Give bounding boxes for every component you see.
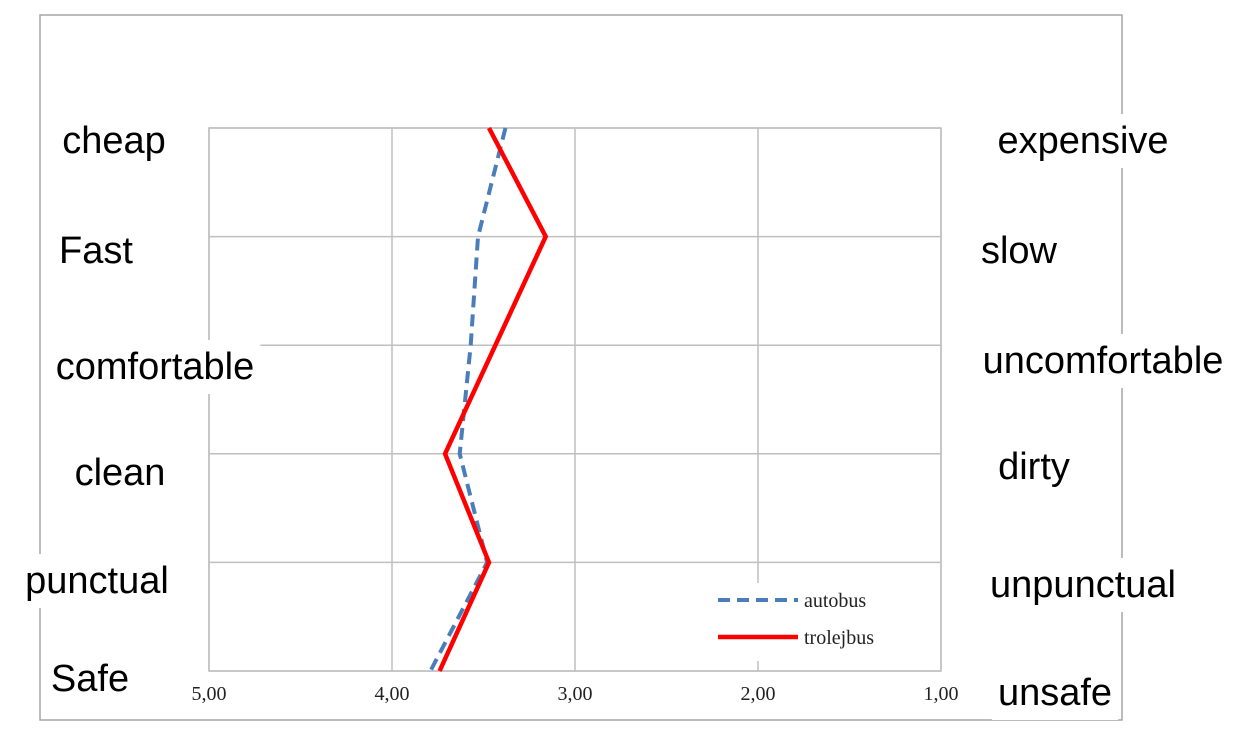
pole-labels: cheap Fast comfortable clean punctual Safe exp… [19, 114, 1230, 720]
x-tick-label: 3,00 [558, 683, 593, 705]
left-pole-label-bg [56, 114, 172, 168]
series-layer [428, 126, 549, 672]
legend: autobus trolejbus [708, 583, 918, 661]
left-pole-label: comfortable [56, 346, 255, 388]
left-pole-label-bg [44, 652, 136, 706]
left-pole-label: cheap [62, 120, 166, 162]
gridlines [208, 127, 942, 672]
right-pole-label-bg [976, 334, 1230, 388]
left-pole-label: punctual [25, 560, 169, 602]
series-trolejbus [437, 126, 549, 672]
x-tick-label: 5,00 [192, 683, 227, 705]
right-pole-label: dirty [998, 446, 1070, 488]
legend-label-autobus: autobus [804, 590, 866, 612]
left-pole-label-bg [19, 554, 175, 608]
left-pole-label: Safe [51, 658, 129, 700]
left-pole-label-bg [49, 340, 261, 394]
left-pole-label: Fast [59, 230, 133, 272]
series-line-autobus [428, 127, 508, 672]
x-tick-label: 1,00 [924, 683, 959, 705]
right-pole-label-bg [991, 114, 1175, 168]
x-tick-label: 2,00 [741, 683, 776, 705]
legend-box [708, 583, 918, 661]
right-pole-label: expensive [997, 120, 1168, 162]
x-tick-label: 4,00 [375, 683, 410, 705]
left-pole-label-bg [68, 446, 172, 500]
right-pole-label: unsafe [998, 672, 1112, 714]
right-pole-label: unpunctual [990, 564, 1176, 606]
right-pole-label-bg [991, 666, 1119, 720]
legend-label-trolejbus: trolejbus [804, 627, 874, 649]
right-pole-label: uncomfortable [983, 340, 1224, 382]
x-axis-ticks: 5,00 4,00 3,00 2,00 1,00 [192, 683, 959, 705]
left-pole-label: clean [75, 452, 166, 494]
right-pole-label-bg [974, 224, 1064, 278]
right-pole-label-bg [984, 558, 1182, 612]
right-pole-label-bg [992, 440, 1076, 494]
left-pole-label-bg [53, 224, 139, 278]
right-pole-label: slow [981, 230, 1058, 272]
